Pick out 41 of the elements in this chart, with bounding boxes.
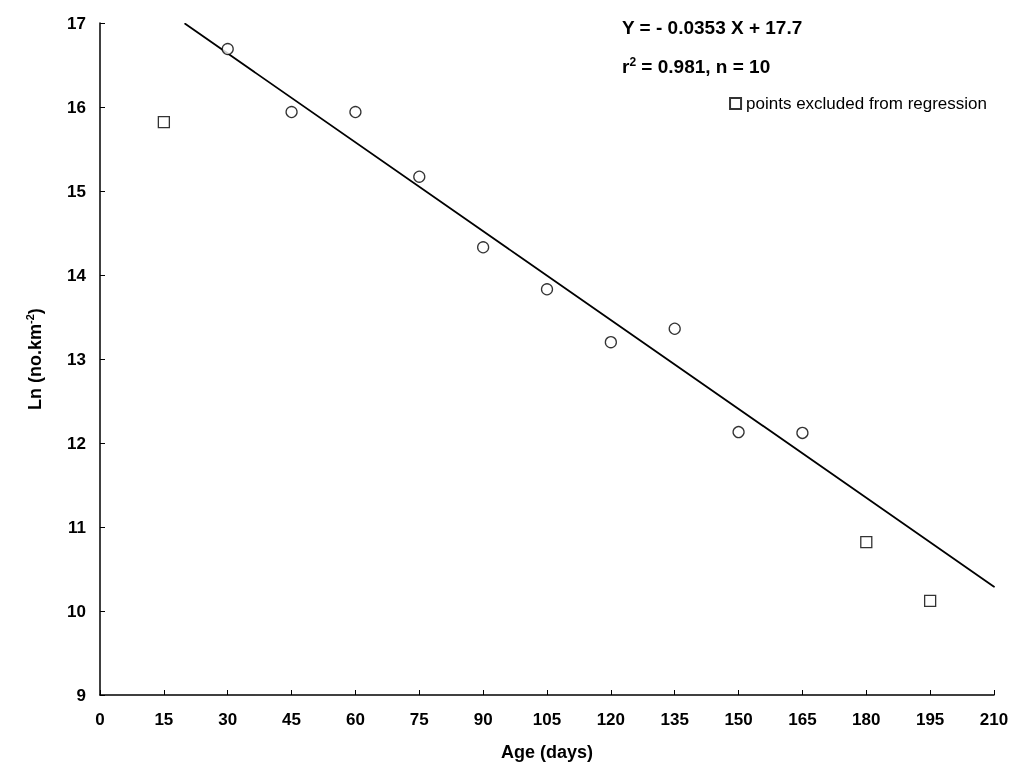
x-tick-label: 15 bbox=[154, 710, 174, 729]
y-axis-title: Ln (no.km-2) bbox=[23, 308, 45, 410]
x-axis-title: Age (days) bbox=[500, 742, 594, 762]
point bbox=[157, 115, 171, 129]
x-tick-label: 105 bbox=[532, 710, 562, 729]
point bbox=[860, 535, 873, 549]
y-tick-label: 9 bbox=[76, 685, 86, 705]
y-tick-label: 16 bbox=[67, 97, 86, 117]
x-tick-label: 150 bbox=[724, 710, 753, 729]
point bbox=[668, 322, 681, 335]
point bbox=[732, 425, 745, 439]
y-tick-label: 10 bbox=[67, 601, 86, 621]
y-tick-label: 15 bbox=[67, 181, 86, 201]
y-tick-label: 12 bbox=[67, 433, 86, 453]
x-tick-label: 210 bbox=[979, 710, 1009, 729]
point bbox=[285, 105, 298, 119]
x-tick-label: 45 bbox=[282, 710, 302, 729]
x-tick-label: 120 bbox=[596, 710, 626, 729]
y-tick-label: 11 bbox=[68, 517, 86, 537]
x-tick-label: 135 bbox=[660, 710, 689, 729]
point bbox=[540, 283, 554, 296]
x-tick-label: 75 bbox=[409, 710, 429, 729]
point bbox=[413, 170, 426, 183]
legend-label: points excluded from regression bbox=[746, 94, 988, 113]
y-tick-label: 17 bbox=[67, 13, 86, 33]
point bbox=[604, 336, 618, 349]
point bbox=[349, 105, 362, 119]
x-tick-label: 90 bbox=[473, 710, 493, 729]
x-tick-label: 60 bbox=[345, 710, 365, 729]
x-tick-label: 165 bbox=[788, 710, 817, 729]
point bbox=[477, 241, 490, 254]
x-tick-label: 180 bbox=[852, 710, 881, 729]
x-tick-label: 195 bbox=[915, 710, 945, 729]
point bbox=[221, 42, 234, 56]
y-tick-label: 14 bbox=[67, 265, 87, 285]
x-tick-label: 30 bbox=[218, 710, 238, 729]
point bbox=[796, 426, 809, 440]
y-tick-label: 13 bbox=[67, 349, 86, 369]
x-tick-label: 0 bbox=[95, 710, 105, 729]
point bbox=[923, 594, 937, 608]
annotation: Y = - 0.0353 X + 17.7 bbox=[622, 17, 803, 38]
